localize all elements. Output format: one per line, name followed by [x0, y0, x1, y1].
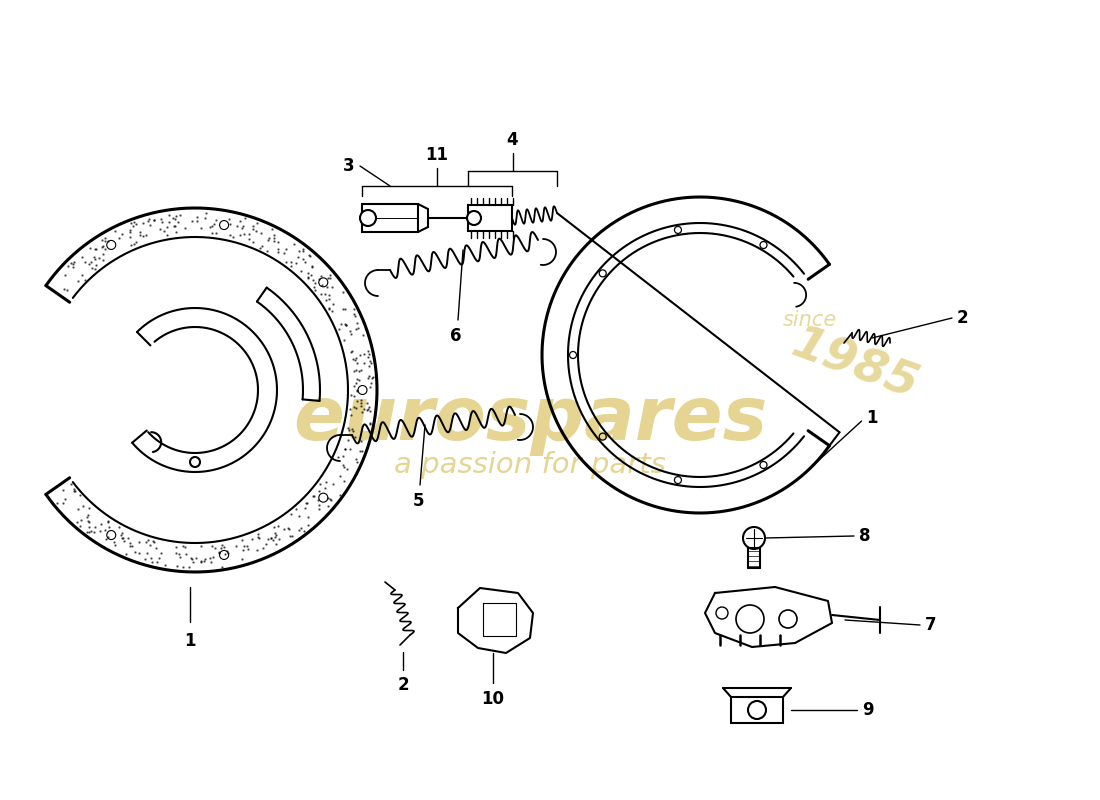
Text: 2: 2: [397, 676, 409, 694]
Text: 7: 7: [925, 616, 936, 634]
Text: 4: 4: [507, 131, 518, 149]
Text: 1985: 1985: [785, 322, 924, 409]
Text: since: since: [783, 310, 837, 330]
Text: 1: 1: [185, 632, 196, 650]
Text: 6: 6: [450, 327, 462, 345]
Text: 10: 10: [482, 690, 505, 708]
Text: 2: 2: [957, 309, 969, 327]
Text: a passion for parts: a passion for parts: [394, 451, 666, 479]
Text: 1: 1: [867, 409, 878, 427]
Text: 8: 8: [859, 527, 870, 545]
Circle shape: [742, 527, 764, 549]
Bar: [362, 204, 418, 232]
Text: 5: 5: [412, 492, 424, 510]
Circle shape: [360, 210, 376, 226]
Circle shape: [748, 701, 766, 719]
Bar: [732, 697, 783, 723]
Text: 11: 11: [426, 146, 449, 164]
Text: 9: 9: [862, 701, 873, 719]
Text: eurospares: eurospares: [293, 383, 767, 457]
Bar: [468, 205, 512, 231]
Circle shape: [468, 211, 481, 225]
Text: 3: 3: [343, 157, 355, 175]
